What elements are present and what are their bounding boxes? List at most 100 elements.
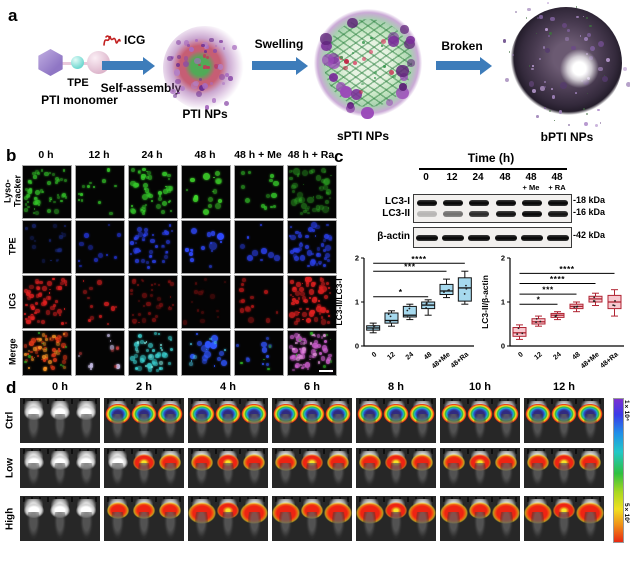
fluorescence-dot: [291, 189, 296, 194]
fluorescence-dot: [49, 338, 52, 341]
particle-dot: [210, 82, 214, 85]
fluorescence-dot: [159, 366, 163, 370]
particle-dot: [544, 81, 546, 84]
x-tick-label: 0: [517, 351, 525, 359]
fluorescence-dot: [169, 224, 172, 227]
fluorescence-dot: [170, 282, 174, 286]
particle-dot: [219, 39, 223, 44]
fluorescence-dot: [105, 253, 109, 257]
mouse-image-cell: [440, 496, 520, 541]
fluorescence-dot: [260, 203, 265, 208]
fluorescence-dot: [41, 358, 43, 361]
fluorescence-dot: [77, 193, 80, 196]
fluorescence-dot: [161, 348, 164, 351]
mouse-silhouette: [440, 401, 468, 442]
fluorescence-dot: [318, 260, 322, 264]
particle-dot: [508, 50, 511, 53]
fluorescence-dot: [305, 307, 309, 311]
radiance-colorbar: [613, 398, 624, 543]
mouse-silhouette: [21, 401, 47, 442]
fluorescence-dot: [319, 262, 322, 265]
particle-dot: [170, 88, 176, 95]
fluorescence-dot: [141, 212, 145, 215]
panel-d-col-header: 4 h: [220, 381, 236, 393]
fluorescence-dot: [33, 175, 37, 179]
mouse-silhouette: [441, 451, 467, 487]
mouse-silhouette: [105, 499, 131, 540]
fluorescence-dot: [321, 206, 329, 214]
fluorescence-dot: [28, 367, 31, 370]
fluorescence-dot: [293, 310, 299, 316]
x-tick-label: 24: [405, 351, 416, 361]
fluorescence-dot: [139, 357, 145, 363]
fluorescence-dot: [38, 348, 42, 351]
fluorescence-heat-spot: [73, 453, 99, 472]
fluorescence-dot: [311, 252, 315, 256]
fluorescence-dot: [260, 258, 263, 261]
fluorescence-dot: [323, 365, 327, 369]
particle-dot: [320, 33, 332, 45]
bpti-nps-image: [503, 1, 630, 127]
fluorescence-dot: [301, 363, 307, 369]
fluorescence-dot: [204, 340, 212, 348]
fluorescence-dot: [32, 245, 36, 249]
fluorescence-dot: [145, 348, 150, 352]
mouse-image-cell: [524, 496, 604, 541]
fluorescence-dot: [101, 179, 106, 184]
blot-lane-label: 48: [499, 172, 511, 183]
fluorescence-dot: [301, 366, 304, 370]
particle-dot: [580, 66, 586, 71]
mouse-silhouette: [406, 499, 436, 540]
mouse-image-cell: [356, 448, 436, 488]
particle-dot: [174, 69, 181, 76]
fluorescence-heat-spot: [383, 453, 409, 472]
fluorescence-dot: [138, 232, 143, 238]
colorbar-min-label: 5×10²: [623, 503, 630, 524]
fluorescence-dot: [110, 348, 114, 353]
fluorescence-dot: [185, 248, 189, 252]
data-point: [612, 304, 615, 306]
fluorescence-dot: [43, 366, 47, 370]
fluorescence-dot: [244, 198, 251, 204]
particle-dot: [232, 45, 237, 50]
fluorescence-dot: [210, 231, 215, 236]
fluorescence-dot: [87, 296, 91, 300]
fluorescence-dot: [61, 233, 66, 238]
micrograph-cell: [234, 330, 284, 376]
fluorescence-dot: [24, 289, 29, 294]
y-tick-label: 0: [355, 342, 359, 351]
fluorescence-dot: [140, 259, 145, 264]
fluorescence-dot: [323, 233, 329, 240]
micrograph-cell: [75, 330, 125, 376]
fluorescence-dot: [94, 258, 98, 262]
fluorescence-dot: [215, 179, 221, 185]
particle-dot: [528, 65, 531, 67]
fluorescence-dot: [162, 172, 167, 177]
x-tick-label: 48+Me: [431, 351, 452, 370]
fluorescence-dot: [247, 255, 254, 262]
fluorescence-dot: [190, 248, 194, 252]
fluorescence-dot: [311, 168, 316, 173]
fluorescence-heat-spot: [383, 501, 409, 520]
fluorescence-heat-spot: [157, 453, 183, 472]
mouse-image-cell: [440, 398, 520, 443]
fluorescence-dot: [143, 187, 146, 190]
fluorescence-dot: [130, 207, 136, 214]
fluorescence-dot: [318, 204, 325, 211]
protein-band: [521, 234, 543, 241]
mouse-silhouette: [188, 401, 216, 442]
fluorescence-dot: [49, 336, 54, 342]
tpe-hexagon-icon: [38, 49, 63, 76]
mouse-image-cell: [524, 448, 604, 488]
particle-dot: [586, 17, 589, 20]
fluorescence-dot: [41, 354, 46, 359]
fluorescence-dot: [52, 303, 57, 308]
data-point: [425, 303, 428, 305]
mouse-image-cell: [524, 398, 604, 443]
fluorescence-heat-spot: [490, 501, 520, 525]
protein-band: [547, 234, 569, 241]
protein-band: [468, 234, 490, 241]
fluorescence-dot: [59, 235, 64, 240]
fluorescence-dot: [41, 259, 46, 263]
fluorescence-dot: [137, 333, 143, 339]
